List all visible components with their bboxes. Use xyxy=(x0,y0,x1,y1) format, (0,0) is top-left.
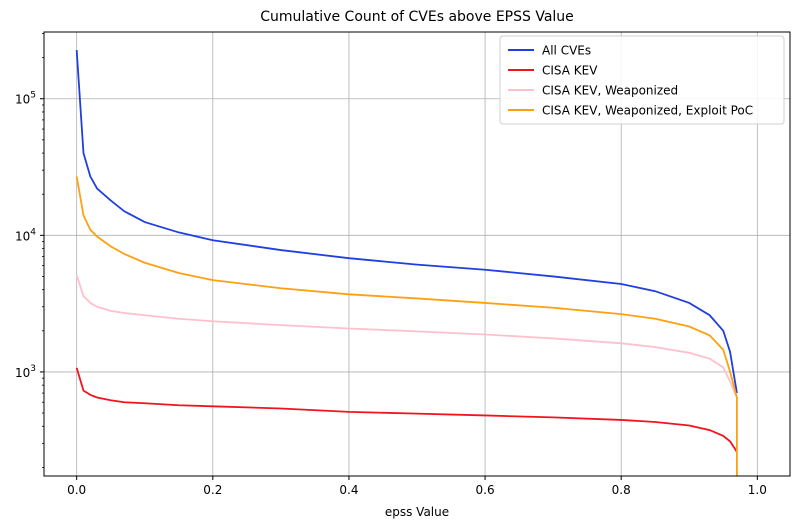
y-tick-label: 104 xyxy=(15,227,36,243)
x-axis-label: epss Value xyxy=(385,505,449,519)
series-line xyxy=(75,176,738,476)
x-tick-label: 0.6 xyxy=(476,483,495,497)
legend-label: CISA KEV xyxy=(542,64,598,78)
legend-label: All CVEs xyxy=(542,44,591,58)
x-tick-label: 0.4 xyxy=(339,483,358,497)
series-line xyxy=(75,367,738,453)
series-line xyxy=(75,50,738,394)
legend: All CVEs CISA KEV CISA KEV, Weaponized CISA… xyxy=(499,35,785,125)
legend-box xyxy=(499,35,785,125)
y-tick-label: 103 xyxy=(15,364,36,380)
x-tick-label: 1.0 xyxy=(748,483,767,497)
axis-ticks: 0.0 0.2 0.4 0.6 0.8 1.0 103 104 105 xyxy=(15,33,767,497)
legend-label: CISA KEV, Weaponized xyxy=(542,84,678,98)
x-tick-label: 0.2 xyxy=(203,483,222,497)
legend-label: CISA KEV, Weaponized, Exploit PoC xyxy=(542,104,753,118)
chart-title: Cumulative Count of CVEs above EPSS Valu… xyxy=(260,9,574,25)
series-lines xyxy=(75,50,738,476)
y-tick-label: 105 xyxy=(15,91,36,107)
series-line xyxy=(75,274,738,398)
x-tick-label: 0.0 xyxy=(67,483,86,497)
x-tick-label: 0.8 xyxy=(612,483,631,497)
plot-frame xyxy=(43,31,791,477)
